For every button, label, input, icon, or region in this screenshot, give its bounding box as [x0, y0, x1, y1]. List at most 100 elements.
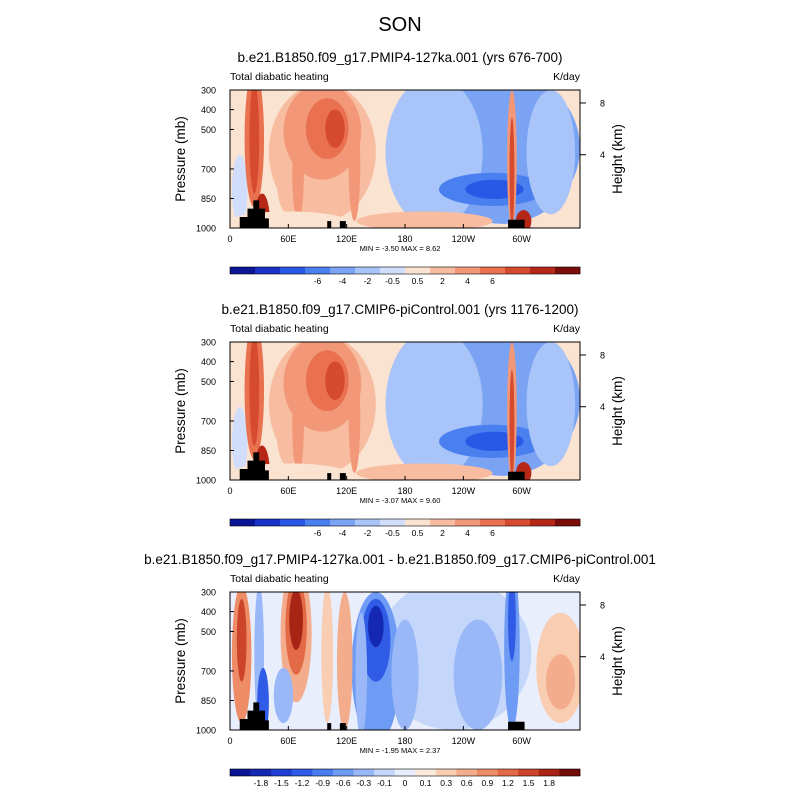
- y-tick-label: 500: [201, 627, 216, 637]
- y-tick-label: 700: [201, 416, 216, 426]
- colorbar-swatch: [312, 769, 334, 776]
- contour-region: [356, 463, 493, 480]
- contour-region: [292, 124, 304, 222]
- colorbar-label: 0.6: [461, 778, 473, 788]
- contour-field: [230, 592, 580, 730]
- colorbar-swatch: [405, 267, 431, 274]
- colorbar-swatch: [435, 769, 457, 776]
- variable-label: Total diabatic heating: [230, 71, 329, 83]
- colorbar-swatch: [291, 769, 313, 776]
- topography-africa: [239, 702, 269, 730]
- topography-island: [339, 221, 346, 228]
- colorbar-label: -4: [339, 276, 347, 286]
- colorbar-label: -4: [339, 528, 347, 538]
- topography-andes: [508, 721, 525, 730]
- y-tick-label: 1000: [196, 726, 216, 736]
- y-tick-label: 1000: [196, 224, 216, 234]
- topography-island: [339, 473, 346, 480]
- topography-andes: [508, 471, 525, 480]
- colorbar-label: 6: [490, 528, 495, 538]
- contour-region: [368, 605, 384, 648]
- colorbar-swatch: [530, 267, 556, 274]
- colorbar-swatch: [477, 769, 498, 776]
- contour-region: [348, 110, 361, 222]
- colorbar-swatch: [280, 519, 306, 526]
- colorbar-swatch: [374, 769, 396, 776]
- colorbar-label: 1.8: [543, 778, 555, 788]
- panel-2: b.e21.B1850.f09_g17.CMIP6-piControl.001 …: [173, 302, 625, 538]
- colorbar-swatch: [480, 267, 506, 274]
- colorbar-swatch: [271, 769, 293, 776]
- contour-region: [231, 406, 248, 476]
- y-tick-label: 400: [201, 105, 216, 115]
- x-tick-label: 60E: [280, 486, 296, 496]
- colorbar-swatch: [455, 267, 481, 274]
- y2-axis-label: Height (km): [610, 376, 625, 446]
- colorbar-swatch: [456, 769, 478, 776]
- colorbar-swatch: [430, 519, 456, 526]
- topography-island: [327, 723, 332, 730]
- y2-axis-label: Height (km): [610, 626, 625, 696]
- y-tick-label: 1000: [196, 476, 216, 486]
- colorbar-label: 4: [465, 276, 470, 286]
- x-tick-label: 120W: [452, 234, 476, 244]
- colorbar-label: -0.1: [377, 778, 392, 788]
- topography-africa: [239, 200, 269, 228]
- colorbar-swatch: [280, 267, 306, 274]
- topography-africa: [239, 452, 269, 480]
- colorbar-swatch: [394, 769, 416, 776]
- colorbar-label: 0: [403, 778, 408, 788]
- contour-region: [231, 154, 248, 224]
- colorbar-swatch: [305, 267, 331, 274]
- x-tick-label: 180: [397, 486, 412, 496]
- y2-tick-label: 4: [600, 150, 605, 160]
- colorbar-frame: [229, 768, 581, 777]
- x-tick-label: 0: [227, 736, 232, 746]
- contour-region: [292, 376, 304, 474]
- colorbar-swatch: [480, 519, 506, 526]
- colorbar-swatch: [332, 769, 354, 776]
- colorbar-swatch: [505, 267, 531, 274]
- x-tick-label: 180: [397, 736, 412, 746]
- contour-region: [385, 90, 483, 228]
- topography-island: [339, 723, 346, 730]
- colorbar-label: -1.2: [295, 778, 310, 788]
- colorbar-swatch: [380, 267, 406, 274]
- topography-island: [327, 473, 332, 480]
- contour-region: [355, 612, 368, 730]
- colorbar-label: -6: [314, 528, 322, 538]
- colorbar-label: -0.5: [385, 276, 400, 286]
- colorbar-swatch: [405, 519, 431, 526]
- x-tick-label: 60E: [280, 736, 296, 746]
- contour-region: [508, 592, 516, 661]
- colorbar-swatch: [230, 519, 256, 526]
- topography-island: [327, 221, 332, 228]
- colorbar-swatch: [559, 769, 581, 776]
- y-axis-label: Pressure (mb): [173, 116, 188, 202]
- panel-title: b.e21.B1850.f09_g17.PMIP4-127ka.001 (yrs…: [238, 50, 563, 65]
- panel-1: b.e21.B1850.f09_g17.PMIP4-127ka.001 (yrs…: [173, 50, 625, 286]
- y2-tick-label: 8: [600, 600, 605, 610]
- contour-region: [385, 342, 483, 480]
- y-tick-label: 700: [201, 164, 216, 174]
- colorbar-swatch: [538, 769, 560, 776]
- colorbar-label: 2: [440, 276, 445, 286]
- contour-region: [545, 654, 576, 710]
- colorbar-label: -1.5: [274, 778, 289, 788]
- y-tick-label: 300: [201, 86, 216, 96]
- y2-tick-label: 8: [600, 98, 605, 108]
- min-max-label: MIN = -3.07 MAX = 9.60: [360, 496, 441, 505]
- y-tick-label: 850: [201, 696, 216, 706]
- colorbar-swatch: [518, 769, 540, 776]
- colorbar-label: 1.2: [502, 778, 514, 788]
- contour-region: [325, 109, 345, 148]
- y2-tick-label: 4: [600, 402, 605, 412]
- panel-3: b.e21.B1850.f09_g17.PMIP4-127ka.001 - b.…: [144, 552, 656, 788]
- colorbar-swatch: [455, 519, 481, 526]
- y-tick-label: 300: [201, 338, 216, 348]
- colorbar-label: -0.5: [385, 528, 400, 538]
- x-tick-label: 60W: [512, 736, 531, 746]
- y-tick-label: 850: [201, 194, 216, 204]
- colorbar-swatch: [250, 769, 272, 776]
- colorbar-swatch: [330, 519, 356, 526]
